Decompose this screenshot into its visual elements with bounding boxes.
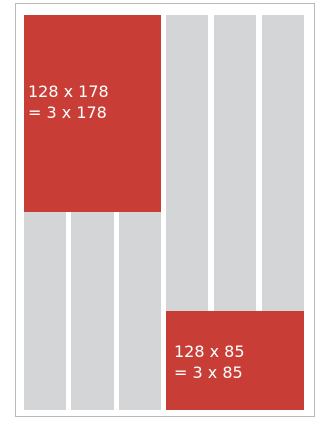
grid-column-1 xyxy=(24,200,66,410)
page-frame: 128 x 178 = 3 x 178 128 x 85 = 3 x 85 xyxy=(15,3,315,417)
small-block-label: 128 x 85 = 3 x 85 xyxy=(174,341,245,383)
grid-column-2 xyxy=(71,200,114,410)
large-block-formula: = 3 x 178 xyxy=(28,103,107,122)
small-block: 128 x 85 = 3 x 85 xyxy=(166,311,304,410)
large-block-dimensions: 128 x 178 xyxy=(28,82,109,101)
small-block-dimensions: 128 x 85 xyxy=(174,342,245,361)
small-block-formula: = 3 x 85 xyxy=(174,363,243,382)
large-block: 128 x 178 = 3 x 178 xyxy=(24,15,161,212)
grid-column-3 xyxy=(119,200,161,410)
large-block-label: 128 x 178 = 3 x 178 xyxy=(28,81,109,123)
